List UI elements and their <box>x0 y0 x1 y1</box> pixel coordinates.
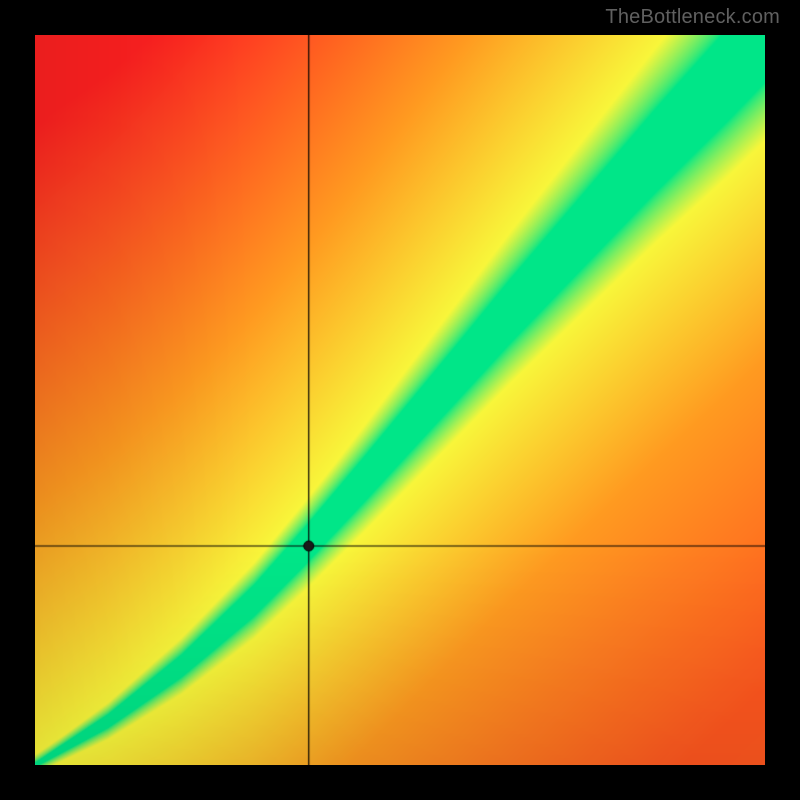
attribution-label: TheBottleneck.com <box>605 6 780 29</box>
figure-container: TheBottleneck.com <box>0 0 800 800</box>
heatmap-plot <box>35 35 765 765</box>
heatmap-canvas <box>35 35 765 765</box>
